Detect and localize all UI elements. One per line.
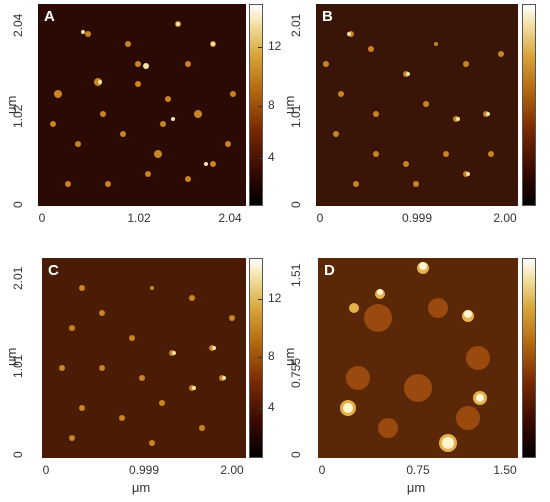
x-tick: 0 [38, 211, 46, 225]
x-tick: 0 [318, 463, 326, 477]
x-tick: 0.75 [406, 463, 430, 477]
y-axis-label: μm [4, 347, 19, 366]
afm-image-b: B [316, 4, 518, 206]
afm-image-d: D [318, 258, 518, 458]
y-tick: 2.04 [11, 13, 25, 37]
panel-letter: A [44, 8, 55, 25]
y-tick: 0 [289, 451, 303, 458]
color-scale-bar-c [249, 258, 263, 458]
y-axis-label: μm [282, 95, 297, 114]
color-scale-bar-a [249, 4, 263, 206]
panel-letter: C [48, 262, 59, 279]
y-tick: 2.01 [11, 266, 25, 290]
x-tick: 2.00 [493, 211, 517, 225]
bar-tick: 4 [258, 400, 275, 414]
afm-image-a: A [38, 4, 246, 206]
y-tick: 0 [11, 201, 25, 208]
x-tick: 0 [316, 211, 324, 225]
bar-tick: 8 [258, 98, 275, 112]
x-tick: 0.999 [128, 463, 160, 477]
y-axis-label: μm [4, 95, 19, 114]
y-tick: 0 [11, 451, 25, 458]
y-tick: 2.01 [289, 13, 303, 37]
x-tick: 2.04 [218, 211, 242, 225]
particles-c [59, 285, 235, 446]
x-tick: 0 [42, 463, 50, 477]
x-axis-label: μm [406, 480, 426, 495]
y-axis-label: μm [282, 347, 297, 366]
bar-tick: 12 [257, 39, 282, 53]
color-scale-bar-d [522, 258, 536, 458]
panel-letter: B [322, 8, 333, 25]
x-tick: 1.50 [493, 463, 517, 477]
x-tick: 1.02 [127, 211, 151, 225]
x-tick: 2.00 [220, 463, 244, 477]
particles-a [50, 21, 236, 187]
color-scale-bar-b [522, 4, 536, 206]
particles-d [340, 262, 490, 452]
x-tick: 0.999 [401, 211, 433, 225]
y-tick: 0 [289, 201, 303, 208]
x-axis-label: μm [131, 480, 151, 495]
particles-b [323, 31, 504, 187]
afm-image-c: C [42, 258, 246, 458]
bar-tick: 8 [258, 349, 275, 363]
panel-letter: D [324, 262, 335, 279]
bar-tick: 12 [257, 291, 282, 305]
y-tick: 1.51 [289, 263, 303, 287]
bar-tick: 4 [258, 150, 275, 164]
